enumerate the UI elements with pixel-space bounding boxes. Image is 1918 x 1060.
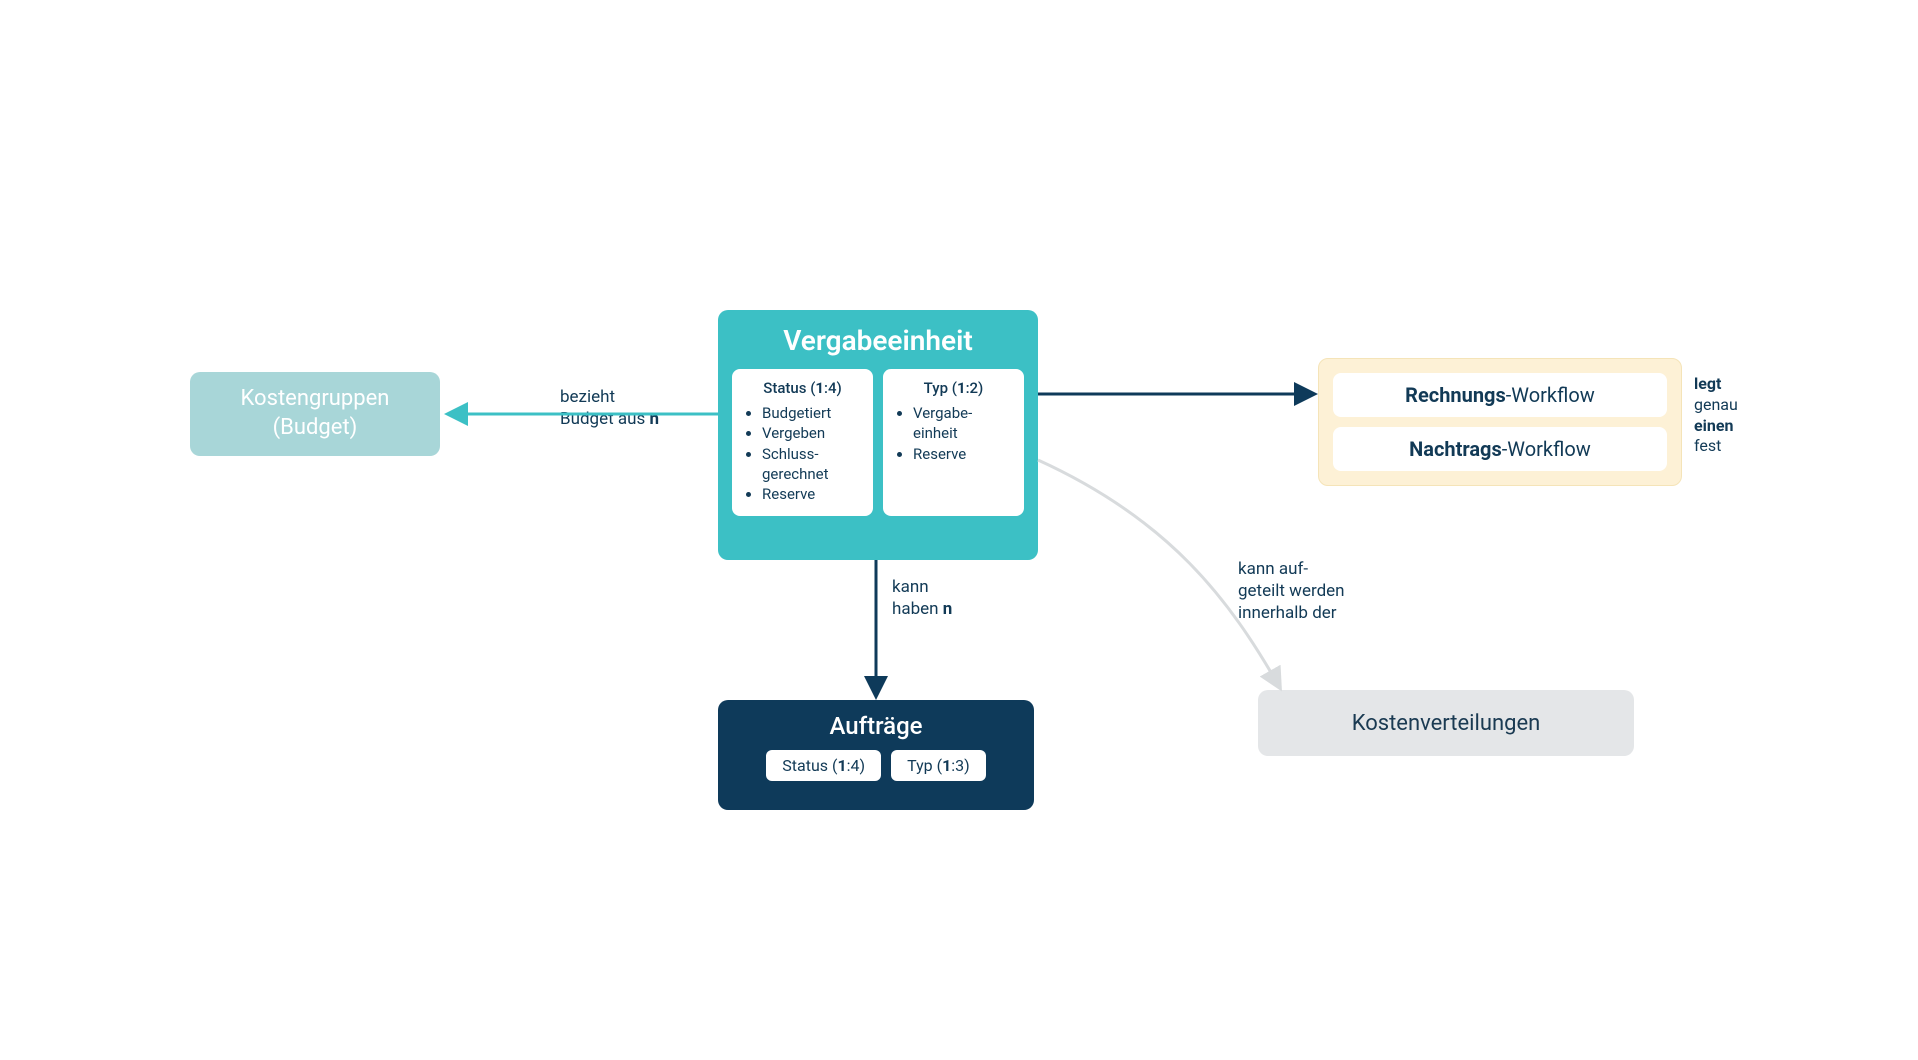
auftraege-title: Aufträge — [829, 712, 922, 740]
vergabeeinheit-status-card: Status (1:4) BudgetiertVergebenSchluss-g… — [732, 369, 873, 516]
edge-label-kostengruppen: bezieht Budget aus n — [560, 386, 659, 430]
node-auftraege: Aufträge Status (1:4) Typ (1:3) — [718, 700, 1034, 810]
list-item: Reserve — [913, 444, 1012, 464]
vergabeeinheit-status-list: BudgetiertVergebenSchluss-gerechnetReser… — [744, 403, 861, 504]
kostengruppen-text: Kostengruppen (Budget) — [241, 385, 390, 442]
vergabeeinheit-status-title: Status (1:4) — [744, 379, 861, 397]
edge-label-auftraege: kann haben n — [892, 576, 952, 620]
node-kostenverteilungen: Kostenverteilungen — [1258, 690, 1634, 756]
vergabeeinheit-columns: Status (1:4) BudgetiertVergebenSchluss-g… — [732, 369, 1024, 516]
list-item: Vergeben — [762, 423, 861, 443]
list-item: Vergabe-einheit — [913, 403, 1012, 444]
node-kostengruppen: Kostengruppen (Budget) — [190, 372, 440, 456]
auftraege-columns: Status (1:4) Typ (1:3) — [766, 750, 985, 781]
node-workflows: Rechnungs-Workflow Nachtrags-Workflow — [1318, 358, 1682, 486]
vergabeeinheit-typ-title: Typ (1:2) — [895, 379, 1012, 397]
kostengruppen-line2: (Budget) — [273, 415, 358, 440]
list-item: Reserve — [762, 484, 861, 504]
auftraege-status-chip: Status (1:4) — [766, 750, 881, 781]
workflow-nachtrags: Nachtrags-Workflow — [1333, 427, 1667, 471]
auftraege-typ-chip: Typ (1:3) — [891, 750, 986, 781]
kostengruppen-line1: Kostengruppen — [241, 386, 390, 411]
list-item: Budgetiert — [762, 403, 861, 423]
edge-side-label-workflows: legtgenaueinenfest — [1694, 374, 1738, 457]
node-vergabeeinheit: Vergabeeinheit Status (1:4) BudgetiertVe… — [718, 310, 1038, 560]
workflow-rechnungs: Rechnungs-Workflow — [1333, 373, 1667, 417]
kostenverteilungen-text: Kostenverteilungen — [1352, 711, 1541, 736]
vergabeeinheit-title: Vergabeeinheit — [783, 324, 973, 357]
vergabeeinheit-typ-card: Typ (1:2) Vergabe-einheitReserve — [883, 369, 1024, 516]
vergabeeinheit-typ-list: Vergabe-einheitReserve — [895, 403, 1012, 464]
edge-label-kostenverteilungen: kann auf-geteilt werdeninnerhalb der — [1238, 558, 1345, 624]
diagram-canvas: Kostengruppen (Budget) Vergabeeinheit St… — [0, 0, 1918, 1060]
list-item: Schluss-gerechnet — [762, 444, 861, 485]
